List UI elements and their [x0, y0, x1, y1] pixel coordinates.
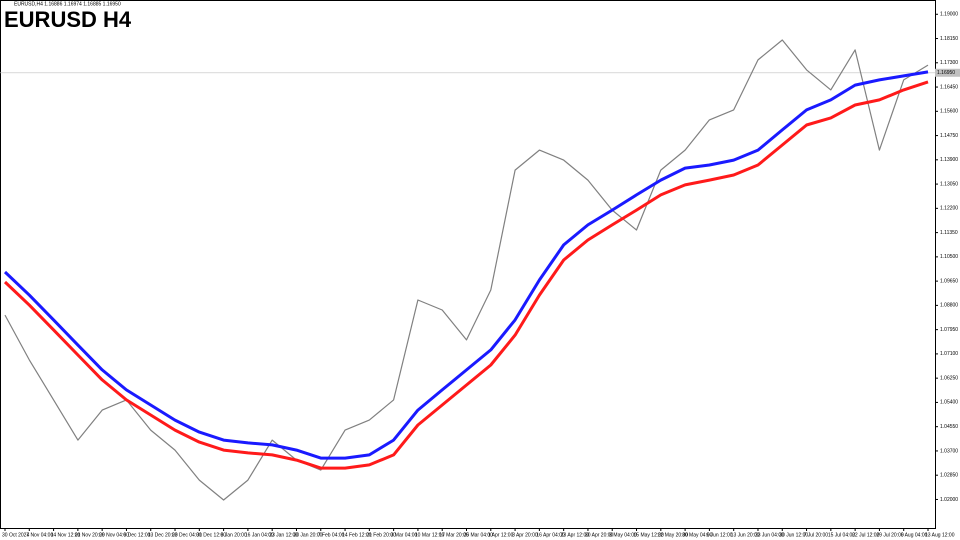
x-tick-label: 17 Mar 20:00	[439, 532, 469, 538]
current-price-label: 1.16950	[937, 70, 955, 76]
current-price-box	[935, 68, 960, 77]
x-tick-label: 30 Apr 20:00	[585, 532, 614, 538]
y-tick-label: 1.05400	[940, 400, 958, 406]
x-tick-label: 23 Jan 12:00	[269, 532, 298, 538]
series-line	[3, 80, 929, 470]
x-tick-label: 13 Aug 12:00	[925, 532, 955, 538]
chart-header: EURUSD,H4 1.16886 1.16974 1.16885 1.1695…	[14, 1, 121, 7]
y-tick-label: 1.04550	[940, 424, 958, 430]
x-tick-label: 7 Nov 04:00	[26, 532, 53, 538]
x-tick-label: 7 Feb 04:00	[318, 532, 345, 538]
x-tick-label: 30 Oct 2024	[2, 532, 29, 538]
x-tick-label: 13 Dec 20:00	[148, 532, 178, 538]
y-tick-label: 1.15600	[940, 109, 958, 115]
y-tick-label: 1.13050	[940, 181, 958, 187]
y-tick-label: 1.07950	[940, 327, 958, 333]
y-tick-label: 1.13900	[940, 157, 958, 163]
x-tick-label: 6 Jun 12:00	[706, 532, 732, 538]
y-tick-label: 1.11350	[940, 230, 958, 236]
y-tick-label: 1.17300	[940, 60, 958, 66]
x-tick-label: 6 Dec 12:00	[123, 532, 150, 538]
x-tick-label: 21 Nov 20:00	[75, 532, 105, 538]
x-tick-label: 22 May 20:00	[658, 532, 689, 538]
x-tick-label: 8 Jan 20:00	[221, 532, 247, 538]
x-tick-label: 23 Jun 04:00	[755, 532, 784, 538]
x-tick-label: 16 Apr 04:00	[536, 532, 565, 538]
y-tick-label: 1.02850	[940, 473, 958, 479]
x-tick-label: 23 Apr 12:00	[561, 532, 590, 538]
y-tick-label: 1.19000	[940, 12, 958, 18]
x-tick-label: 29 Jul 20:00	[876, 532, 903, 538]
x-tick-label: 31 Dec 12:00	[196, 532, 226, 538]
y-tick-label: 1.03700	[940, 448, 958, 454]
x-tick-label: 13 Jun 20:00	[731, 532, 760, 538]
y-tick-label: 1.18150	[940, 36, 958, 42]
y-tick-label: 1.16450	[940, 84, 958, 90]
x-tick-label: 25 Mar 04:00	[464, 532, 494, 538]
y-tick-label: 1.07100	[940, 351, 958, 357]
x-tick-label: 14 Nov 12:00	[51, 532, 81, 538]
x-tick-label: 15 May 12:00	[634, 532, 665, 538]
x-tick-label: 16 Jan 04:00	[245, 532, 274, 538]
x-tick-label: 30 Jan 20:00	[293, 532, 322, 538]
x-tick-label: 23 Dec 04:00	[172, 532, 202, 538]
x-tick-label: 14 Feb 12:00	[342, 532, 372, 538]
x-tick-label: 22 Jul 12:00	[852, 532, 879, 538]
x-tick-label: 15 Jul 04:00	[828, 532, 855, 538]
x-tick-label: 30 Jun 12:00	[779, 532, 808, 538]
x-tick-label: 8 Apr 20:00	[512, 532, 538, 538]
x-tick-label: 21 Feb 20:00	[366, 532, 396, 538]
y-tick-label: 1.12200	[940, 206, 958, 212]
x-tick-label: 8 May 04:00	[609, 532, 637, 538]
x-tick-label: 7 Jul 20:00	[804, 532, 829, 538]
series-line	[3, 70, 929, 460]
y-tick-label: 1.08800	[940, 303, 958, 309]
x-tick-label: 29 Nov 04:00	[99, 532, 129, 538]
x-tick-label: 1 Apr 12:00	[488, 532, 514, 538]
y-tick-label: 1.10500	[940, 254, 958, 260]
plot-frame	[0, 0, 936, 529]
y-tick-label: 1.06250	[940, 375, 958, 381]
y-tick-label: 1.09650	[940, 278, 958, 284]
chart-title: EURUSD H4	[4, 7, 132, 32]
y-tick-label: 1.14750	[940, 133, 958, 139]
y-tick-label: 1.02000	[940, 497, 958, 503]
x-tick-label: 30 May 04:00	[682, 532, 713, 538]
x-tick-label: 6 Aug 04:00	[901, 532, 928, 538]
x-tick-label: 3 Mar 04:00	[391, 532, 418, 538]
series-line	[4, 39, 929, 501]
x-tick-label: 10 Mar 12:00	[415, 532, 445, 538]
